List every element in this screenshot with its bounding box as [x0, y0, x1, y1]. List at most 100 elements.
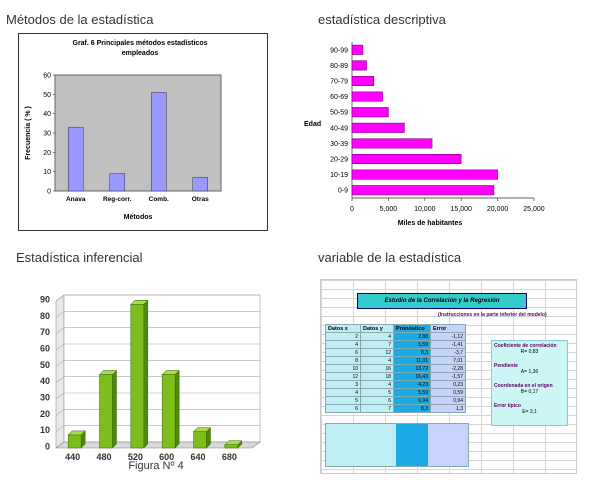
- chart1-xtick-0: Anava: [66, 196, 86, 203]
- chart1-bar-comb-: [151, 92, 167, 192]
- chart3-grid-side-3: [55, 392, 65, 400]
- table-cell[interactable]: 6: [360, 396, 394, 405]
- chart1-ytick-1: 10: [43, 169, 51, 176]
- chart1-ytick-4: 40: [43, 111, 51, 118]
- chart3-caption: Figura Nº 4: [128, 460, 183, 472]
- chart2-ylabel: Edad: [304, 121, 321, 128]
- table-header-1: Datos y: [360, 324, 394, 333]
- table-cell[interactable]: 5: [360, 388, 394, 397]
- chart2-xtick-4: 20,000: [487, 206, 509, 213]
- table-cell[interactable]: 2: [325, 332, 361, 341]
- chart2-ytick-8: 80-89: [330, 63, 348, 70]
- chart2-bar-30-39: [351, 138, 433, 149]
- chart3-grid-side-9: [55, 294, 65, 302]
- chart3-bar-480: [98, 369, 118, 449]
- stats-panel: Coeficiente de correlación R= 0,83 Pendien…: [491, 340, 568, 426]
- table-cell[interactable]: 5,59: [393, 388, 431, 397]
- table-cell[interactable]: 4,23: [393, 380, 431, 389]
- table-cell[interactable]: 0,59: [430, 388, 466, 397]
- chart2-bar-20-29: [351, 154, 462, 164]
- table-row: 5 6 6,94 0,94: [325, 396, 466, 405]
- table-cell[interactable]: -3,7: [430, 348, 466, 357]
- chart2-xtick-3: 15,000: [450, 206, 472, 213]
- chart3-ytick-8: 80: [40, 311, 50, 321]
- chart2-ytick-4: 40-49: [330, 125, 348, 132]
- table-cell[interactable]: 7: [360, 340, 394, 349]
- chart3-ytick-6: 60: [40, 344, 50, 354]
- chart3-ytick-5: 50: [40, 360, 50, 370]
- table-cell[interactable]: 1,3: [430, 404, 466, 413]
- table-cell[interactable]: 16: [360, 364, 394, 373]
- table-cell[interactable]: 7: [360, 404, 394, 413]
- chart2-ytick-1: 10-19: [330, 172, 348, 179]
- chart3-ytick-0: 0: [45, 442, 50, 452]
- stat-value-1: A= 1,36: [520, 369, 539, 375]
- chart1-ytick-2: 20: [43, 150, 51, 157]
- chart1-ytick-5: 50: [43, 92, 51, 99]
- table-row: 12 18 16,43 -1,57: [325, 372, 466, 381]
- table-cell[interactable]: 0,94: [430, 396, 466, 405]
- table-cell[interactable]: 4: [360, 380, 394, 389]
- stat-label-0: Coeficiente de correlación: [494, 343, 557, 349]
- table-cell[interactable]: -1,57: [430, 372, 466, 381]
- table-cell[interactable]: 3: [325, 380, 361, 389]
- table-cell[interactable]: 7,01: [430, 356, 466, 365]
- spreadsheet-title: Estudio de la Correlación y la Regresión: [357, 293, 527, 309]
- chart2-xtick-0: 0: [350, 206, 354, 213]
- chart3-ytick-9: 90: [40, 295, 50, 305]
- chart2-ytick-5: 50-59: [330, 110, 348, 117]
- chart3-grid-side-6: [55, 343, 65, 351]
- table-cell[interactable]: -1,41: [430, 340, 466, 349]
- chart1-ytick-3: 30: [43, 131, 51, 138]
- table-cell[interactable]: 12: [360, 348, 394, 357]
- chart1-title-line1: Graf. 6 Principales métodos estadísticos: [73, 40, 208, 47]
- table-cell[interactable]: 4: [360, 356, 394, 365]
- table-cell[interactable]: 16,43: [393, 372, 431, 381]
- chart2-xlabel: Miles de habitantes: [398, 220, 463, 227]
- chart2-bar-80-89: [351, 60, 367, 71]
- table-cell[interactable]: 4: [325, 340, 361, 349]
- chart1-bar-otras: [192, 177, 208, 192]
- table-cell[interactable]: 5,59: [393, 340, 431, 349]
- chart2-bar-70-79: [351, 76, 375, 86]
- table-cell[interactable]: 6: [325, 348, 361, 357]
- table-cell[interactable]: 12: [325, 372, 361, 381]
- table-cell[interactable]: 4: [360, 332, 394, 341]
- stat-label-2: Coordenada en el origen: [494, 383, 553, 389]
- stat-value-3: E= 3,1: [522, 409, 537, 415]
- table-cell[interactable]: 4: [325, 388, 361, 397]
- table-cell[interactable]: 13,72: [393, 364, 431, 373]
- chart2-ytick-6: 60-69: [330, 94, 348, 101]
- table-cell[interactable]: 8: [325, 356, 361, 365]
- table-cell[interactable]: 18: [360, 372, 394, 381]
- table-cell[interactable]: -2,28: [430, 364, 466, 373]
- title-descriptiva: estadística descriptiva: [318, 12, 446, 27]
- table-header-2: Pronóstico: [393, 324, 431, 333]
- table-row: 10 16 13,72 -2,28: [325, 364, 466, 373]
- chart2-bar-60-69: [351, 91, 383, 102]
- table-cell[interactable]: 8,3: [393, 348, 431, 357]
- chart3-xtick-1: 480: [96, 452, 111, 462]
- table-cell[interactable]: 8,3: [393, 404, 431, 413]
- table-cell[interactable]: 11,01: [393, 356, 431, 365]
- chart-metodos: Graf. 6 Principales métodos estadísticos…: [18, 33, 268, 231]
- chart1-xtick-2: Comb.: [149, 196, 169, 203]
- table-cell[interactable]: 5: [325, 396, 361, 405]
- table-header-0: Datos x: [325, 324, 361, 333]
- table-row: 6 7 8,3 1,3: [325, 404, 466, 413]
- table-cell[interactable]: 2,88: [393, 332, 431, 341]
- chart1-xtick-3: Otras: [192, 196, 209, 203]
- chart1-xtick-1: Reg-corr.: [103, 196, 132, 203]
- table-row: 6 12 8,3 -3,7: [325, 348, 466, 357]
- chart3-ytick-4: 40: [40, 376, 50, 386]
- table-cell[interactable]: 6: [325, 404, 361, 413]
- chart3-ytick-2: 20: [40, 409, 50, 419]
- table-cell[interactable]: 6,94: [393, 396, 431, 405]
- chart3-xtick-0: 440: [65, 452, 80, 462]
- chart1-ylabel: Frecuencia ( % ): [25, 106, 32, 160]
- table-cell[interactable]: 0,23: [430, 380, 466, 389]
- chart3-bar-520: [130, 299, 149, 449]
- chart3-grid-side-2: [55, 409, 65, 416]
- table-cell[interactable]: -1,12: [430, 332, 466, 341]
- table-cell[interactable]: 10: [325, 364, 361, 373]
